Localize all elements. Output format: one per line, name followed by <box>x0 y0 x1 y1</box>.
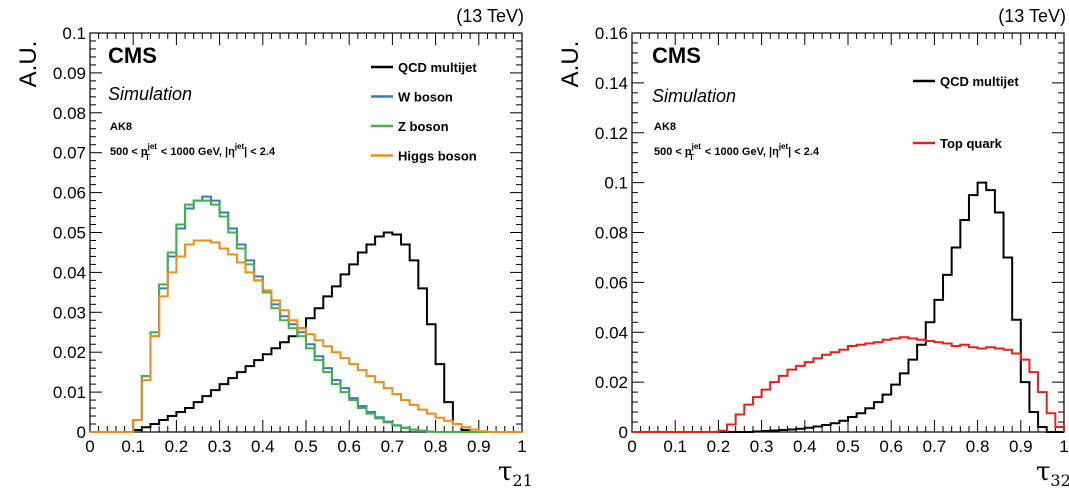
y-tick-label: 0 <box>77 423 86 442</box>
y-tick-label: 0.04 <box>595 323 628 342</box>
legend: QCD multijet Top quark <box>913 74 1019 151</box>
x-tick-label: 0.9 <box>1009 437 1033 456</box>
y-tick-label: 0.09 <box>53 64 86 83</box>
plot-area: 0 0.1 0.2 0.3 0.4 0.5 0.6 0.7 0.8 0.9 1 0 0.02 0.04 0.… <box>595 24 1069 456</box>
jet-label: AK8 <box>110 121 132 133</box>
y-axis-label: A.U. <box>15 41 42 88</box>
x-tick-label: 0.2 <box>165 437 189 456</box>
x-tick-label: 1 <box>1059 437 1068 456</box>
jet-label: AK8 <box>654 121 676 133</box>
legend-label-w-boson: W boson <box>398 90 453 105</box>
y-tick-label: 0.01 <box>53 383 86 402</box>
y-tick-label: 0.12 <box>595 124 628 143</box>
y-tick-label: 0.07 <box>53 144 86 163</box>
y-tick-label: 0.06 <box>595 273 628 292</box>
x-tick-label: 0 <box>85 437 94 456</box>
plot-area: 0 0.1 0.2 0.3 0.4 0.5 0.6 0.7 0.8 0.9 1 0 0.01 0.02 0.… <box>53 24 527 456</box>
legend-label-qcd-multijet: QCD multijet <box>940 74 1019 89</box>
y-tick-label: 0.03 <box>53 303 86 322</box>
x-tick-label: 1 <box>517 437 526 456</box>
x-tick-label: 0.5 <box>836 437 860 456</box>
legend-label-higgs-boson: Higgs boson <box>398 149 477 164</box>
cms-label: CMS <box>652 43 701 68</box>
y-tick-label: 0 <box>619 423 628 442</box>
x-tick-label: 0.9 <box>467 437 491 456</box>
y-axis-label: A.U. <box>557 41 584 88</box>
x-tick-label: 0.7 <box>923 437 947 456</box>
x-tick-label: 0 <box>627 437 636 456</box>
legend-label-qcd-multijet: QCD multijet <box>398 60 477 75</box>
x-tick-label: 0.8 <box>424 437 448 456</box>
y-tick-label: 0.08 <box>53 104 86 123</box>
x-tick-label: 0.5 <box>294 437 318 456</box>
y-tick-label: 0.04 <box>53 263 86 282</box>
x-tick-label: 0.1 <box>121 437 145 456</box>
x-tick-label: 0.8 <box>966 437 990 456</box>
series-line-z-boson <box>90 199 522 433</box>
y-tick-label: 0.1 <box>62 24 86 43</box>
series-line-w-boson <box>90 195 522 433</box>
x-tick-label: 0.3 <box>750 437 774 456</box>
x-axis-label: τ32 <box>1036 457 1069 490</box>
cms-label: CMS <box>108 43 157 68</box>
tau32-chart: (13 TeV) A.U. 0 0.1 0.2 0.3 0.4 0.5 0.6 0.7 0.8 0… <box>557 6 1069 490</box>
kinematic-cut-label: 500 < pjet T < 1000 GeV, |ηjet| < 2.4 <box>110 142 276 162</box>
kinematic-cut-label: 500 < pjet T < 1000 GeV, |ηjet| < 2.4 <box>654 142 820 162</box>
x-tick-label: 0.3 <box>208 437 232 456</box>
simulation-label: Simulation <box>652 86 736 106</box>
energy-label: (13 TeV) <box>456 6 524 26</box>
tau21-chart: (13 TeV) A.U. 0 0.1 0.2 0.3 0.4 0.5 0.6 0.7 0.8 0… <box>15 6 533 490</box>
legend-label-top-quark: Top quark <box>940 136 1003 151</box>
y-tick-label: 0.05 <box>53 224 86 243</box>
legend-label-z-boson: Z boson <box>398 119 449 134</box>
series-line-qcd-multijet <box>632 181 1064 433</box>
y-tick-label: 0.16 <box>595 24 628 43</box>
y-tick-label: 0.1 <box>604 174 628 193</box>
x-axis-label: τ21 <box>498 457 533 490</box>
series-line-higgs-boson <box>90 239 522 433</box>
x-tick-label: 0.2 <box>707 437 731 456</box>
y-tick-label: 0.02 <box>53 343 86 362</box>
y-tick-label: 0.02 <box>595 373 628 392</box>
simulation-label: Simulation <box>108 84 192 104</box>
x-tick-label: 0.6 <box>337 437 361 456</box>
y-tick-label: 0.08 <box>595 224 628 243</box>
x-tick-label: 0.1 <box>663 437 687 456</box>
y-tick-label: 0.06 <box>53 184 86 203</box>
x-tick-label: 0.4 <box>251 437 275 456</box>
y-tick-label: 0.14 <box>595 74 628 93</box>
series-line-top-quark <box>632 336 1065 433</box>
x-tick-label: 0.7 <box>381 437 405 456</box>
x-tick-label: 0.6 <box>879 437 903 456</box>
legend: QCD multijet W boson Z boson Higgs boson <box>371 60 477 164</box>
x-tick-label: 0.4 <box>793 437 817 456</box>
energy-label: (13 TeV) <box>998 6 1066 26</box>
